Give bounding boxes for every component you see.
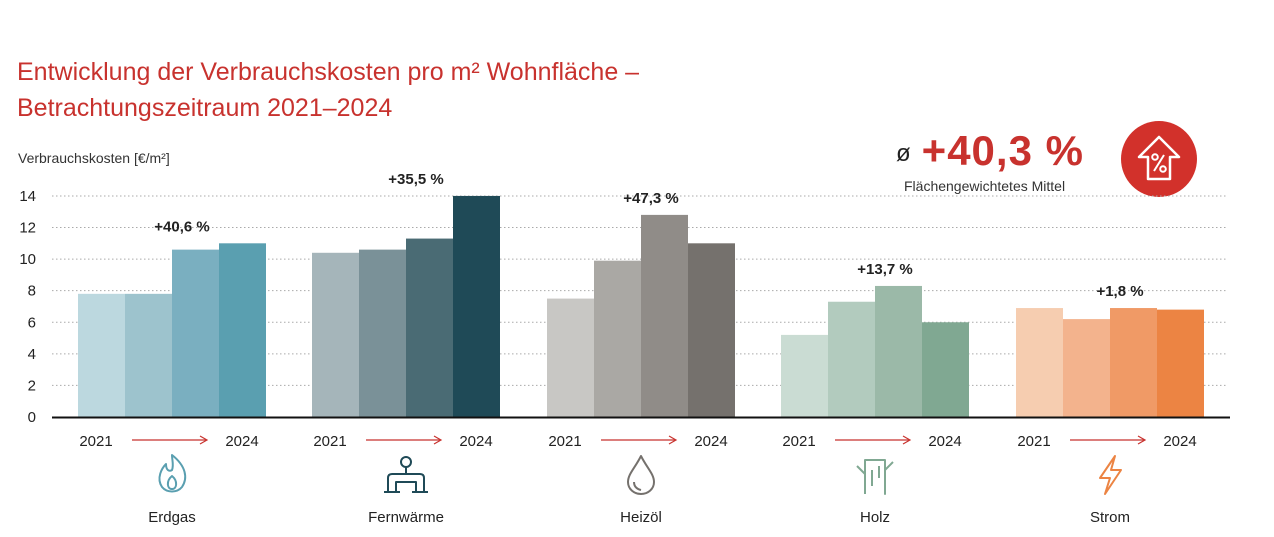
bar-heizöl-2021 [547,298,594,417]
bar-erdgas-2024 [219,243,266,417]
category-label: Erdgas [148,509,196,526]
period-start-label: 2021 [548,433,581,450]
bar-holz-2024 [922,322,969,417]
category-label: Fernwärme [368,509,444,526]
bar-erdgas-2022 [125,293,172,417]
period-start-label: 2021 [1017,433,1050,450]
category-label: Heizöl [620,509,662,526]
period-end-label: 2024 [459,433,492,450]
arrow-head-icon [902,435,912,445]
bar-holz-2021 [781,334,828,417]
bar-erdgas-2023 [172,249,219,417]
y-tick-label: 14 [19,188,36,205]
y-tick-label: 12 [19,220,36,237]
period-end-label: 2024 [1163,433,1196,450]
average-label: Flächengewichtetes Mittel [904,178,1066,194]
arrow-head-icon [199,435,209,445]
category-label: Strom [1090,509,1130,526]
y-tick-label: 10 [19,251,36,268]
y-tick-label: 2 [28,377,36,394]
bar-strom-2024 [1157,309,1204,417]
bar-heizöl-2023 [641,214,688,417]
bar-erdgas-2021 [78,293,125,417]
arrow-head-icon [1137,435,1147,445]
bar-fernwärme-2022 [359,249,406,417]
oil-drop-icon [627,455,655,495]
bar-fernwärme-2023 [406,238,453,417]
average-value: +40,3 % [921,127,1084,174]
bar-heizöl-2022 [594,260,641,417]
y-tick-label: 6 [28,314,36,331]
bar-strom-2022 [1063,319,1110,417]
y-tick-label: 4 [28,346,36,363]
change-label: +47,3 % [623,190,678,207]
change-label: +13,7 % [857,261,912,278]
period-end-label: 2024 [225,433,258,450]
change-label: +40,6 % [154,218,209,235]
y-tick-label: 8 [28,283,36,300]
flame-icon [158,454,187,493]
change-label: +35,5 % [388,171,443,188]
arrow-head-icon [433,435,443,445]
bar-strom-2021 [1016,308,1063,417]
wood-log-icon [856,459,894,495]
period-end-label: 2024 [694,433,727,450]
chart-title: Entwicklung der Verbrauchskosten pro m² … [17,54,639,126]
y-axis-label: Verbrauchskosten [€/m²] [18,150,170,166]
bar-holz-2022 [828,301,875,417]
house-percent-up-icon [1121,121,1197,197]
arrow-head-icon [668,435,678,445]
average-symbol: ø [896,139,912,167]
bar-holz-2023 [875,285,922,417]
period-start-label: 2021 [79,433,112,450]
period-start-label: 2021 [782,433,815,450]
lightning-icon [1099,455,1122,495]
category-label: Holz [860,509,890,526]
title-line-1: Entwicklung der Verbrauchskosten pro m² … [17,58,640,86]
y-tick-label: 0 [28,409,36,426]
bar-fernwärme-2021 [312,252,359,417]
bar-strom-2023 [1110,308,1157,417]
title-line-2: Betrachtungszeitraum 2021–2024 [17,94,393,122]
change-label: +1,8 % [1096,283,1143,300]
average-change: ø +40,3 % [896,128,1084,177]
period-end-label: 2024 [928,433,961,450]
bar-fernwärme-2024 [453,195,500,417]
bar-heizöl-2024 [688,243,735,417]
district-heating-pipe-icon [384,456,428,493]
period-start-label: 2021 [313,433,346,450]
